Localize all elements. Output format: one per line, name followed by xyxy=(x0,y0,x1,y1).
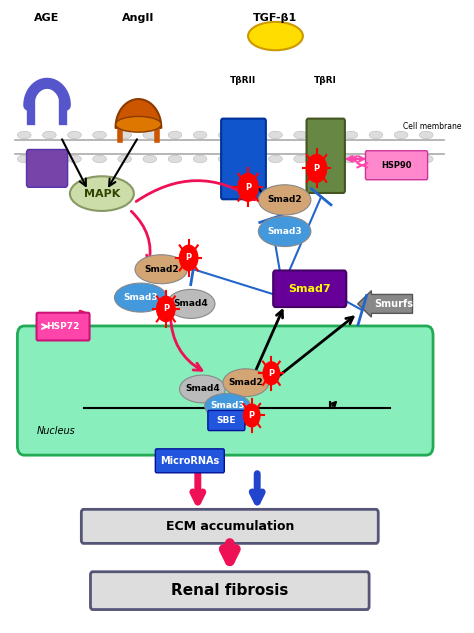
Ellipse shape xyxy=(70,176,134,211)
Ellipse shape xyxy=(344,131,358,139)
Text: Smad4: Smad4 xyxy=(185,384,220,394)
Ellipse shape xyxy=(93,131,107,139)
Ellipse shape xyxy=(43,155,56,163)
Circle shape xyxy=(307,154,327,182)
Circle shape xyxy=(180,245,198,270)
Text: P: P xyxy=(245,183,251,192)
Ellipse shape xyxy=(319,155,333,163)
FancyBboxPatch shape xyxy=(155,449,224,473)
Text: AGE: AGE xyxy=(35,13,60,23)
Circle shape xyxy=(263,362,280,385)
Text: Smad2: Smad2 xyxy=(144,265,179,273)
Text: TβRII: TβRII xyxy=(230,75,256,85)
Ellipse shape xyxy=(244,131,257,139)
Text: Smad3: Smad3 xyxy=(123,293,158,302)
Text: HSP72: HSP72 xyxy=(46,322,80,331)
FancyArrow shape xyxy=(358,291,412,317)
Text: Smad4: Smad4 xyxy=(173,299,209,308)
FancyBboxPatch shape xyxy=(18,326,433,455)
Text: Smad3: Smad3 xyxy=(267,227,302,236)
FancyBboxPatch shape xyxy=(91,572,369,610)
Text: SBE: SBE xyxy=(217,416,236,425)
Ellipse shape xyxy=(168,155,182,163)
Ellipse shape xyxy=(294,131,308,139)
Circle shape xyxy=(157,296,175,322)
FancyBboxPatch shape xyxy=(208,410,245,430)
Ellipse shape xyxy=(118,131,132,139)
Ellipse shape xyxy=(369,131,383,139)
Ellipse shape xyxy=(205,393,250,418)
Ellipse shape xyxy=(93,155,107,163)
PathPatch shape xyxy=(116,99,161,127)
Text: P: P xyxy=(186,253,192,263)
Ellipse shape xyxy=(116,116,161,132)
Text: P: P xyxy=(313,164,319,173)
Ellipse shape xyxy=(394,131,408,139)
Ellipse shape xyxy=(223,369,269,396)
Ellipse shape xyxy=(143,155,157,163)
Text: Smurfs: Smurfs xyxy=(375,299,414,309)
Ellipse shape xyxy=(244,155,257,163)
Text: Smad2: Smad2 xyxy=(228,378,263,387)
Ellipse shape xyxy=(319,131,333,139)
FancyBboxPatch shape xyxy=(273,270,346,307)
Ellipse shape xyxy=(18,131,31,139)
Text: Smad2: Smad2 xyxy=(267,196,302,204)
Text: MAPK: MAPK xyxy=(84,189,120,199)
Ellipse shape xyxy=(68,155,82,163)
Ellipse shape xyxy=(18,155,31,163)
Text: P: P xyxy=(268,368,274,378)
Text: TβRI: TβRI xyxy=(314,75,337,85)
Text: HSP90: HSP90 xyxy=(381,161,412,170)
Ellipse shape xyxy=(193,155,207,163)
Text: ECM accumulation: ECM accumulation xyxy=(165,520,294,533)
Text: Cell membrane: Cell membrane xyxy=(403,122,462,130)
FancyBboxPatch shape xyxy=(36,313,90,341)
FancyBboxPatch shape xyxy=(221,118,266,199)
Ellipse shape xyxy=(168,131,182,139)
Ellipse shape xyxy=(180,375,225,403)
Text: AngII: AngII xyxy=(122,13,155,23)
Circle shape xyxy=(244,404,260,427)
Text: P: P xyxy=(249,411,255,420)
Ellipse shape xyxy=(258,216,311,246)
Ellipse shape xyxy=(258,185,311,215)
FancyBboxPatch shape xyxy=(27,149,68,187)
FancyBboxPatch shape xyxy=(82,510,378,543)
Ellipse shape xyxy=(219,155,232,163)
Ellipse shape xyxy=(269,155,283,163)
Ellipse shape xyxy=(167,289,215,318)
Ellipse shape xyxy=(43,131,56,139)
Ellipse shape xyxy=(419,131,433,139)
Ellipse shape xyxy=(135,254,188,284)
Ellipse shape xyxy=(294,155,308,163)
Ellipse shape xyxy=(114,283,167,312)
Ellipse shape xyxy=(219,131,232,139)
Ellipse shape xyxy=(193,131,207,139)
Text: Smad7: Smad7 xyxy=(288,284,331,294)
Ellipse shape xyxy=(118,155,132,163)
Ellipse shape xyxy=(248,22,303,50)
Text: Nucleus: Nucleus xyxy=(37,426,75,436)
Ellipse shape xyxy=(269,131,283,139)
Ellipse shape xyxy=(143,131,157,139)
Ellipse shape xyxy=(344,155,358,163)
FancyBboxPatch shape xyxy=(365,151,428,180)
Text: Renal fibrosis: Renal fibrosis xyxy=(171,583,289,598)
Text: MicroRNAs: MicroRNAs xyxy=(160,456,219,466)
Ellipse shape xyxy=(394,155,408,163)
Circle shape xyxy=(238,173,258,201)
Ellipse shape xyxy=(68,131,82,139)
Ellipse shape xyxy=(369,155,383,163)
FancyBboxPatch shape xyxy=(307,118,345,193)
Ellipse shape xyxy=(419,155,433,163)
Text: P: P xyxy=(163,304,169,313)
Text: TGF-β1: TGF-β1 xyxy=(253,13,298,23)
Text: Smad3: Smad3 xyxy=(210,401,245,410)
